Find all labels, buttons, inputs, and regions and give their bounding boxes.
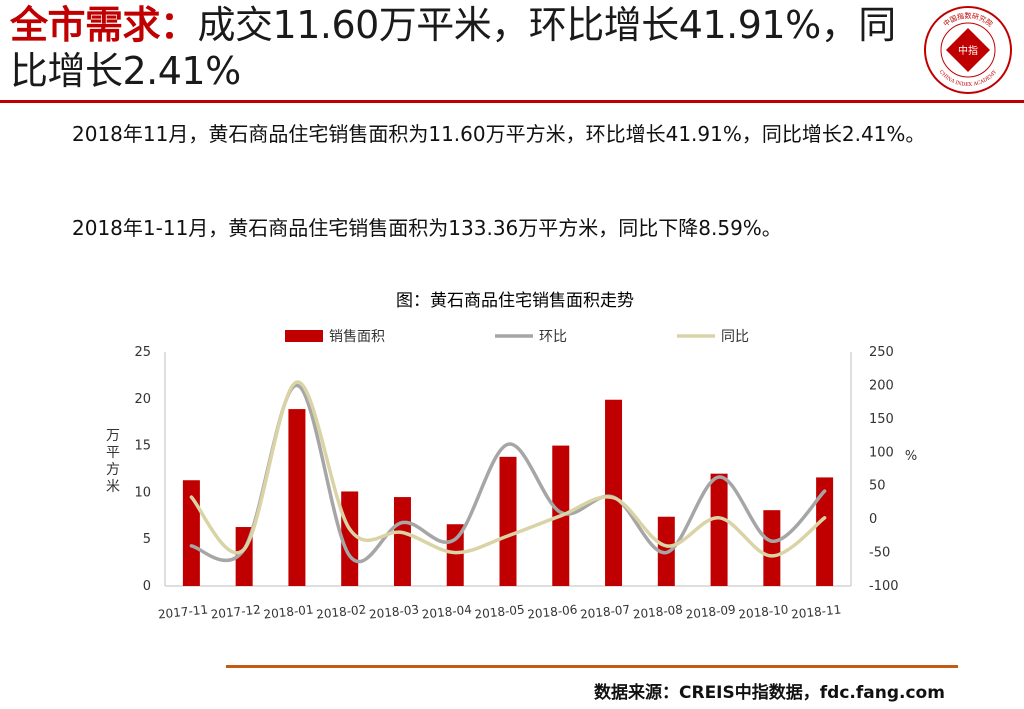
china-index-academy-logo: 中国指数研究院 CHINA INDEX ACADEMY 中指 (924, 6, 1012, 94)
y-tick-label: 15 (134, 439, 151, 454)
x-tick-label: 2018-08 (632, 602, 683, 621)
line-同比 (189, 380, 827, 558)
y2-tick-label: 200 (869, 378, 894, 393)
line-series (189, 380, 827, 564)
bar (605, 399, 623, 586)
bar (816, 477, 834, 586)
bar (393, 497, 411, 586)
chart-axes: 0 5 10 15 20 25 -100 -50 0 50 100 150 200 250 万平方米% (106, 345, 917, 594)
y2-tick-label: 150 (869, 412, 894, 427)
chart-title: 图：黄石商品住宅销售面积走势 (396, 291, 634, 311)
y-tick-label: 10 (134, 485, 151, 500)
y2-tick-label: 100 (869, 445, 894, 460)
x-tick-label: 2018-05 (474, 602, 525, 621)
x-tick-label: 2018-11 (791, 602, 842, 621)
data-source: 数据来源：CREIS中指数据，fdc.fang.com (594, 683, 945, 703)
x-tick-label: 2017-12 (210, 602, 261, 621)
legend-swatch (285, 330, 323, 342)
x-tick-label: 2018-06 (527, 602, 578, 621)
x-tick-label: 2018-09 (685, 602, 736, 621)
paragraph-ytd: 2018年1-11月，黄石商品住宅销售面积为133.36万平方米，同比下降8.5… (72, 216, 782, 240)
line-环比 (189, 383, 827, 564)
x-tick-label: 2018-02 (316, 602, 367, 621)
legend-label: 同比 (721, 329, 749, 345)
title-text: 成交11.60万平米，环比增长41.91%，同比增长2.41% (10, 3, 896, 93)
y-tick-label: 0 (143, 579, 151, 594)
y2-tick-label: 0 (869, 512, 877, 527)
bar (763, 510, 781, 586)
bar (341, 491, 359, 586)
x-tick-label: 2018-10 (738, 602, 789, 621)
legend-label: 销售面积 (329, 329, 385, 345)
bar (288, 409, 306, 586)
y-tick-label: 5 (143, 532, 151, 547)
bar (710, 473, 728, 586)
paragraph-monthly: 2018年11月，黄石商品住宅销售面积为11.60万平方米，环比增长41.91%… (72, 122, 926, 146)
logo-center-text: 中指 (958, 44, 978, 57)
y2-tick-label: 50 (869, 479, 886, 494)
footer-divider (226, 665, 958, 668)
y-axis-title: 万平方米 (106, 428, 120, 495)
y2-tick-label: -50 (869, 546, 890, 561)
bar (499, 456, 517, 586)
title-accent: 全市需求： (10, 3, 198, 47)
y2-axis-title: % (905, 449, 917, 464)
chart-legend: 销售面积 环比 同比 (285, 329, 749, 345)
x-tick-label: 2017-11 (157, 602, 208, 621)
x-tick-label: 2018-03 (368, 602, 419, 621)
sales-area-chart: 图：黄石商品住宅销售面积走势 销售面积 环比 同比 0 5 10 15 20 25 -100 -5… (106, 291, 917, 622)
y-tick-label: 25 (134, 345, 151, 360)
y2-tick-label: -100 (869, 579, 899, 594)
title-divider (0, 100, 1024, 103)
bar (182, 480, 200, 586)
x-tick-label: 2018-01 (263, 602, 314, 621)
page-title: 全市需求：成交11.60万平米，环比增长41.91%，同比增长2.41% (10, 2, 910, 94)
legend-label: 环比 (539, 329, 567, 345)
y2-tick-label: 250 (869, 345, 894, 360)
x-tick-label: 2018-07 (579, 602, 630, 621)
x-tick-label: 2018-04 (421, 602, 472, 621)
y-tick-label: 20 (134, 392, 151, 407)
x-axis-labels: 2017-11 2017-12 2018-01 2018-02 2018-03 2018-… (157, 602, 842, 621)
